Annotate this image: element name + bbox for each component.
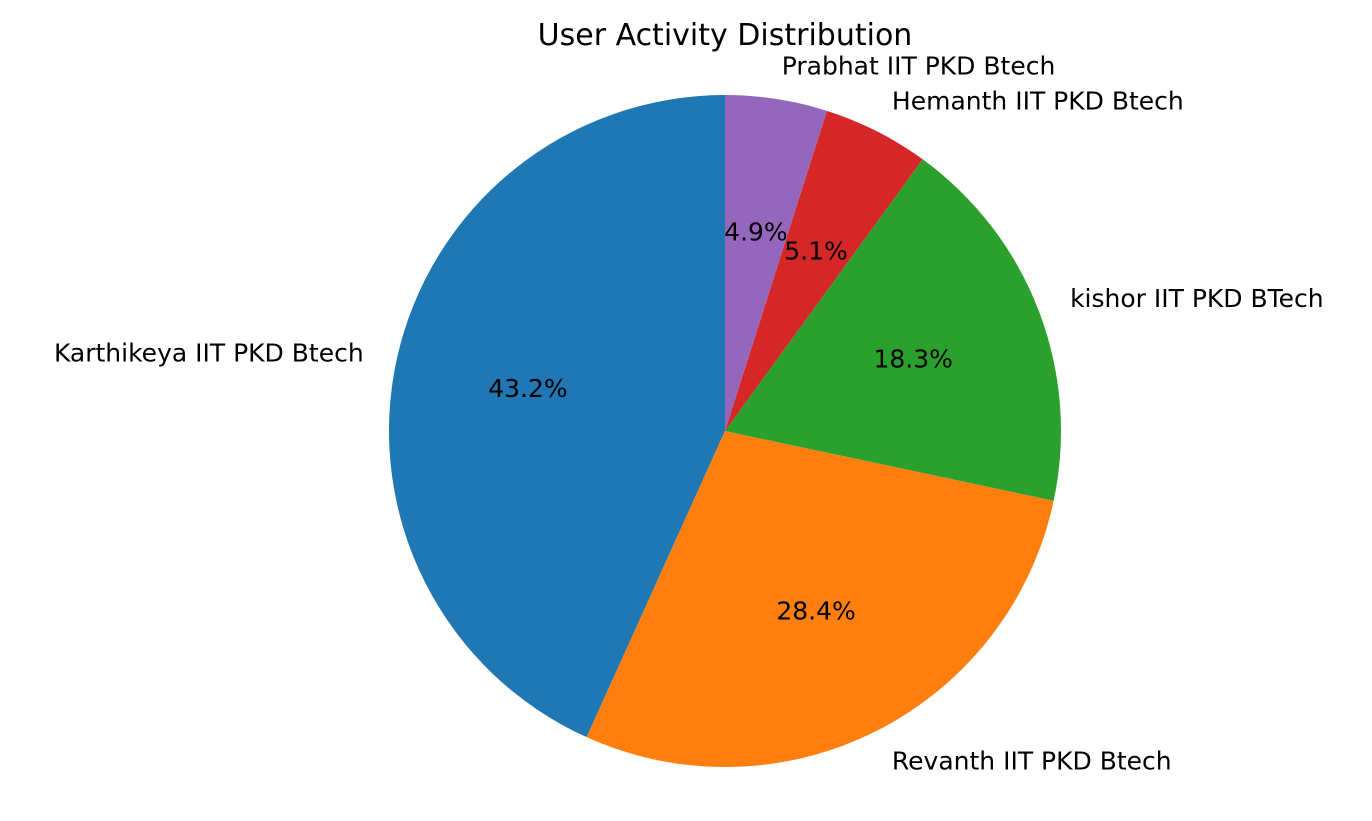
- pie-slice-kishor-iit-pkd-btech: [725, 159, 1061, 501]
- pct-label: 18.3%: [874, 344, 953, 373]
- pie-slice-prabhat-iit-pkd-btech: [725, 95, 827, 431]
- chart-title: User Activity Distribution: [538, 18, 913, 53]
- slice-label: Hemanth IIT PKD Btech: [892, 87, 1184, 116]
- slice-label: Prabhat IIT PKD Btech: [782, 51, 1056, 80]
- pct-label: 43.2%: [488, 374, 567, 403]
- pie-slices: [388, 95, 1061, 768]
- slice-label: kishor IIT PKD BTech: [1070, 284, 1324, 313]
- pct-label: 4.9%: [724, 217, 788, 246]
- pct-label: 5.1%: [784, 237, 848, 266]
- slice-label: Karthikeya IIT PKD Btech: [54, 339, 364, 368]
- pie-slice-hemanth-iit-pkd-btech: [725, 110, 923, 432]
- pct-label: 28.4%: [776, 596, 855, 625]
- pie-slice-karthikeya-iit-pkd-btech: [388, 95, 725, 738]
- pie-labels: 43.2% Karthikeya IIT PKD Btech 28.4% Revant…: [54, 51, 1324, 775]
- pie-slice-revanth-iit-pkd-btech: [586, 431, 1054, 768]
- slice-label: Revanth IIT PKD Btech: [892, 746, 1172, 775]
